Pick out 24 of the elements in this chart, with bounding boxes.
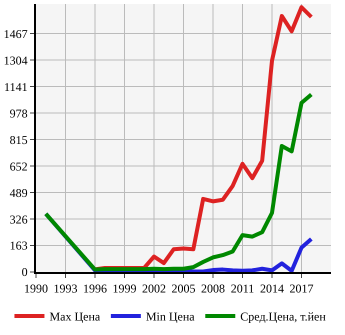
y-tick-label: 978	[10, 106, 28, 120]
x-tick-label: 1996	[83, 281, 107, 296]
y-tick-label: 652	[10, 159, 28, 174]
x-tick-label: 2002	[142, 281, 166, 296]
x-tick-label: 2014	[260, 281, 284, 296]
legend-label: Сред.Цена, т.йен	[240, 310, 326, 324]
line-series	[44, 92, 314, 272]
x-tick-label: 2008	[201, 281, 225, 296]
x-tick-label: 1993	[54, 281, 78, 296]
legend-label: Min Цена	[146, 310, 196, 324]
x-tick-label: 2011	[230, 281, 254, 296]
x-tick-label: 2005	[172, 281, 196, 296]
x-tick-label: 1990	[24, 281, 48, 296]
y-tick-label: 0	[22, 265, 28, 280]
y-tick-label: 326	[10, 212, 28, 226]
x-tick-label: 1999	[112, 281, 136, 296]
y-tick-label: 1467	[4, 26, 28, 41]
y-tick-label: 1141	[4, 80, 28, 94]
x-tick-label: 2017	[290, 281, 314, 296]
y-tick-label: 489	[10, 186, 28, 200]
y-tick-label: 815	[10, 132, 28, 147]
y-tick-label: 1304	[4, 53, 28, 68]
legend-label: Max Цена	[49, 310, 101, 324]
y-tick-label: 163	[10, 238, 28, 253]
